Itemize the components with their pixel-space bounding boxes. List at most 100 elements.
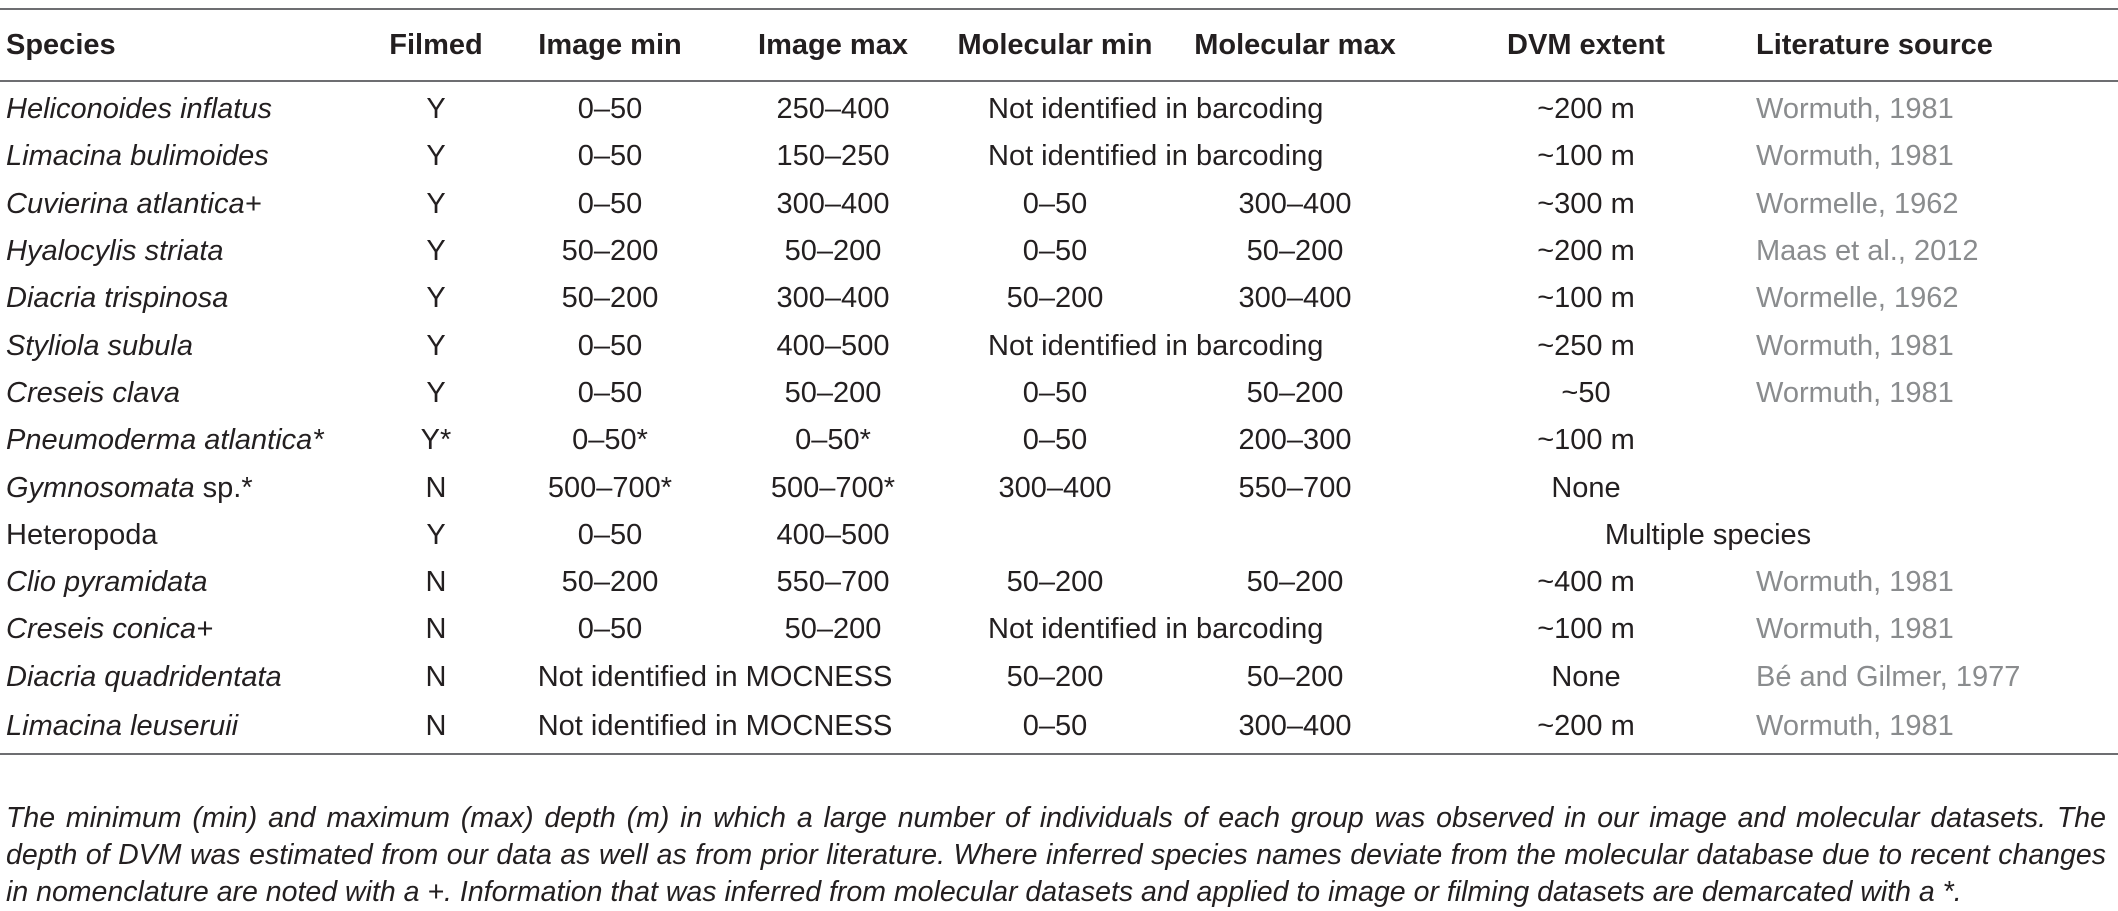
species-name: Limacina leuseruii (6, 710, 239, 743)
molecular-max-cell: 300–400 (1172, 700, 1418, 755)
image-min-cell: 0–50 (577, 518, 643, 551)
table-row: Limacina bulimoides Y 0–50 150–250 Not ident… (0, 133, 2118, 180)
species-name: Pneumoderma atlantica* (6, 424, 324, 457)
table-row: Gymnosomata sp.* N 500–700* 500–700* 300–400… (0, 464, 2118, 511)
species-suffix: sp.* (194, 471, 253, 504)
image-min-cell: 0–50 (577, 613, 643, 646)
species-name: Heteropoda (6, 518, 158, 551)
species-name: Diacria trispinosa (6, 282, 229, 315)
image-max-cell: 50–200 (784, 235, 882, 268)
molecular-min-cell: 0–50 (1022, 235, 1088, 268)
literature-source-cell (1754, 464, 2118, 511)
molecular-max-cell: 550–700 (1238, 471, 1352, 504)
species-name-cell: Limacina bulimoides (0, 133, 380, 180)
dvm-extent-cell: ~100 m (1537, 424, 1635, 457)
image-min-cell: 50–200 (561, 235, 659, 268)
literature-source-cell: Wormuth, 1981 (1756, 376, 1954, 409)
image-min-cell: 0–50 (577, 140, 643, 173)
species-name-cell: Creseis conica+ (0, 606, 380, 653)
filmed-cell: N (425, 613, 447, 646)
table-row: Pneumoderma atlantica* Y* 0–50* 0–50* 0–50 20… (0, 417, 2118, 464)
table-row: Limacina leuseruii N Not identified in MOC… (0, 700, 2118, 755)
molecular-min-cell: 0–50 (1022, 424, 1088, 457)
image-max-cell: 0–50* (795, 424, 871, 457)
image-max-cell: 400–500 (776, 518, 890, 551)
table-row: Diacria trispinosa Y 50–200 300–400 50–200 30… (0, 275, 2118, 322)
image-min-cell: 0–50 (577, 187, 643, 220)
molecular-max-cell (1172, 512, 1418, 559)
filmed-cell: Y (426, 282, 446, 315)
molecular-note-cell: Not identified in barcoding (988, 613, 1324, 646)
image-min-cell: 0–50 (577, 329, 643, 362)
literature-source-cell: Wormuth, 1981 (1754, 700, 2118, 755)
species-name-cell: Diacria quadridentata (0, 654, 380, 701)
species-name-cell: Cuvierina atlantica+ (0, 181, 380, 228)
filmed-cell: N (425, 566, 447, 599)
image-min-cell: 0–50 (577, 93, 643, 126)
species-name: Heliconoides inflatus (6, 93, 272, 126)
filmed-cell: Y (426, 376, 446, 409)
molecular-min-cell: 50–200 (1006, 566, 1104, 599)
molecular-note-cell: Not identified in barcoding (988, 140, 1324, 173)
table-row: Creseis conica+ N 0–50 50–200 Not identified… (0, 606, 2118, 653)
molecular-note-cell: Not identified in barcoding (988, 93, 1324, 126)
species-name: Limacina bulimoides (6, 140, 269, 173)
image-min-cell: 0–50* (572, 424, 648, 457)
molecular-max-cell: 200–300 (1238, 424, 1352, 457)
dvm-extent-cell: ~100 m (1537, 282, 1635, 315)
species-name: Cuvierina atlantica+ (6, 187, 262, 220)
header-molecular-max: Molecular max (1172, 8, 1418, 82)
filmed-cell: Y (426, 140, 446, 173)
image-max-cell: 50–200 (784, 613, 882, 646)
table-header: Species Filmed Image min Image max Molec… (0, 8, 2118, 82)
header-species: Species (0, 8, 380, 82)
filmed-cell: Y (426, 235, 446, 268)
molecular-max-cell: 300–400 (1238, 282, 1352, 315)
molecular-min-cell (938, 512, 1172, 559)
molecular-max-cell: 50–200 (1246, 660, 1344, 693)
species-name-cell: Diacria trispinosa (0, 275, 380, 322)
literature-source-cell: Wormuth, 1981 (1756, 140, 1954, 173)
dvm-extent-cell: ~100 m (1537, 613, 1635, 646)
dvm-extent-cell: ~200 m (1418, 700, 1754, 755)
molecular-min-cell: 0–50 (938, 700, 1172, 755)
literature-source-cell: Wormuth, 1981 (1756, 566, 1954, 599)
species-name: Clio pyramidata (6, 566, 208, 599)
header-image-max: Image max (728, 8, 938, 82)
table-row: Styliola subula Y 0–50 400–500 Not identifie… (0, 322, 2118, 369)
dvm-extent-cell: ~100 m (1537, 140, 1635, 173)
species-name: Hyalocylis striata (6, 235, 224, 268)
image-max-cell: 550–700 (776, 566, 890, 599)
image-max-cell: 300–400 (776, 282, 890, 315)
molecular-max-cell: 50–200 (1246, 235, 1344, 268)
literature-source-cell: Maas et al., 2012 (1756, 235, 1979, 268)
table-row: Creseis clava Y 0–50 50–200 0–50 50–200 ~50 Wor… (0, 370, 2118, 417)
molecular-min-cell: 300–400 (998, 471, 1112, 504)
species-name-cell: Heteropoda (0, 512, 380, 559)
filmed-cell: Y (426, 518, 446, 551)
literature-source-cell: Wormelle, 1962 (1756, 187, 1959, 220)
filmed-cell: Y (426, 329, 446, 362)
image-max-cell: 50–200 (784, 376, 882, 409)
image-max-cell: 300–400 (776, 187, 890, 220)
image-max-cell: 250–400 (776, 93, 890, 126)
species-name-cell: Hyalocylis striata (0, 228, 380, 275)
image-min-cell: 50–200 (561, 282, 659, 315)
image-max-cell: 500–700* (770, 471, 896, 504)
table-row: Hyalocylis striata Y 50–200 50–200 0–50 50–20… (0, 228, 2118, 275)
dvm-extent-cell: ~300 m (1537, 187, 1635, 220)
image-note-cell: Not identified in MOCNESS (492, 700, 938, 755)
dvm-extent-cell: ~250 m (1537, 329, 1635, 362)
species-name-cell: Heliconoides inflatus (0, 81, 380, 133)
dvm-extent-cell: None (1551, 660, 1621, 693)
species-name: Styliola subula (6, 329, 193, 362)
literature-source-cell: Wormelle, 1962 (1756, 282, 1959, 315)
image-min-cell: 500–700* (547, 471, 673, 504)
header-literature-source: Literature source (1754, 8, 2118, 82)
dvm-extent-cell: ~200 m (1537, 93, 1635, 126)
header-filmed: Filmed (380, 8, 492, 82)
species-depth-table: Species Filmed Image min Image max Molec… (0, 8, 2118, 755)
image-max-cell: 150–250 (776, 140, 890, 173)
dvm-source-note-cell: Multiple species (1604, 518, 1812, 551)
molecular-max-cell: 50–200 (1246, 376, 1344, 409)
